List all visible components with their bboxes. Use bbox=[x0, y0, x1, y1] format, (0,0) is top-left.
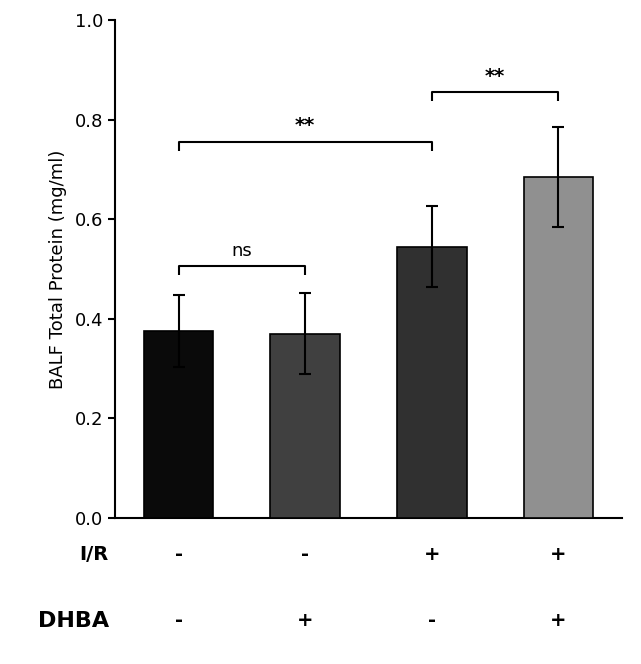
Text: +: + bbox=[550, 612, 567, 630]
Text: **: ** bbox=[485, 66, 505, 86]
Text: DHBA: DHBA bbox=[38, 611, 109, 631]
Text: -: - bbox=[428, 612, 436, 630]
Text: +: + bbox=[424, 545, 440, 564]
Text: I/R: I/R bbox=[79, 545, 109, 564]
Bar bbox=[144, 331, 213, 518]
Text: +: + bbox=[297, 612, 313, 630]
Bar bbox=[397, 246, 467, 518]
Text: **: ** bbox=[295, 116, 315, 135]
Text: -: - bbox=[175, 545, 183, 564]
Text: -: - bbox=[175, 612, 183, 630]
Text: -: - bbox=[301, 545, 309, 564]
Bar bbox=[271, 333, 340, 518]
Bar bbox=[524, 177, 594, 518]
Text: +: + bbox=[550, 545, 567, 564]
Y-axis label: BALF Total Protein (mg/ml): BALF Total Protein (mg/ml) bbox=[49, 149, 67, 388]
Text: ns: ns bbox=[231, 242, 253, 260]
